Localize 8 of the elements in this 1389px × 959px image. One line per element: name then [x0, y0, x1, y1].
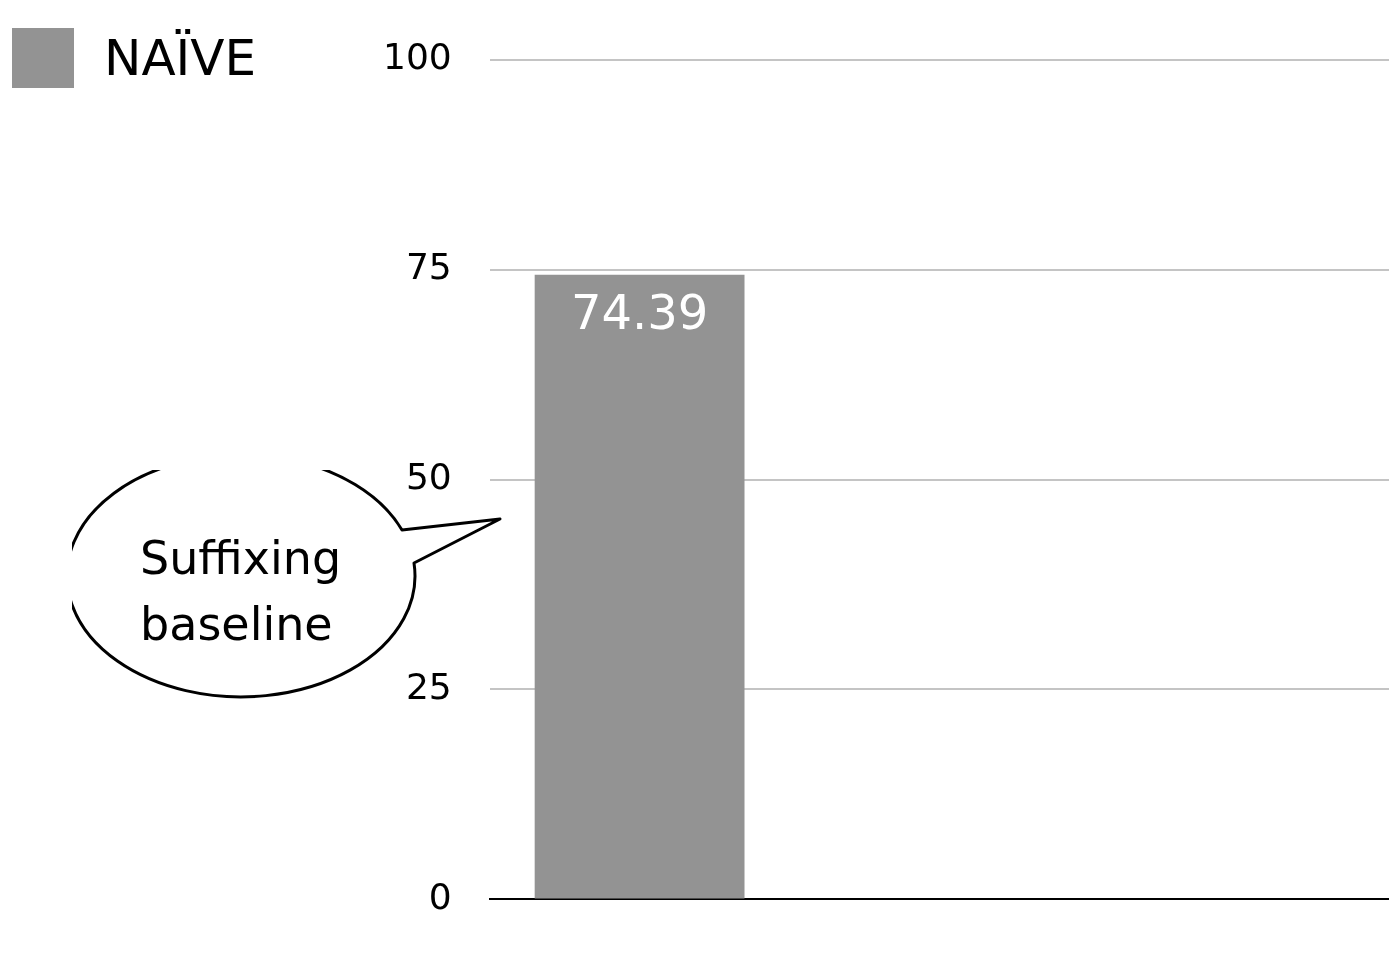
y-tick-label: 50 — [405, 455, 452, 497]
y-tick-label: 100 — [382, 35, 452, 77]
legend-label: NAÏVE — [104, 29, 257, 87]
y-tick-label: 0 — [428, 875, 452, 917]
y-tick-label: 25 — [405, 665, 452, 707]
text: Suffixing baseline — [140, 530, 343, 653]
y-tick-label: 75 — [405, 245, 452, 287]
data-label: 74.39 — [570, 284, 709, 341]
